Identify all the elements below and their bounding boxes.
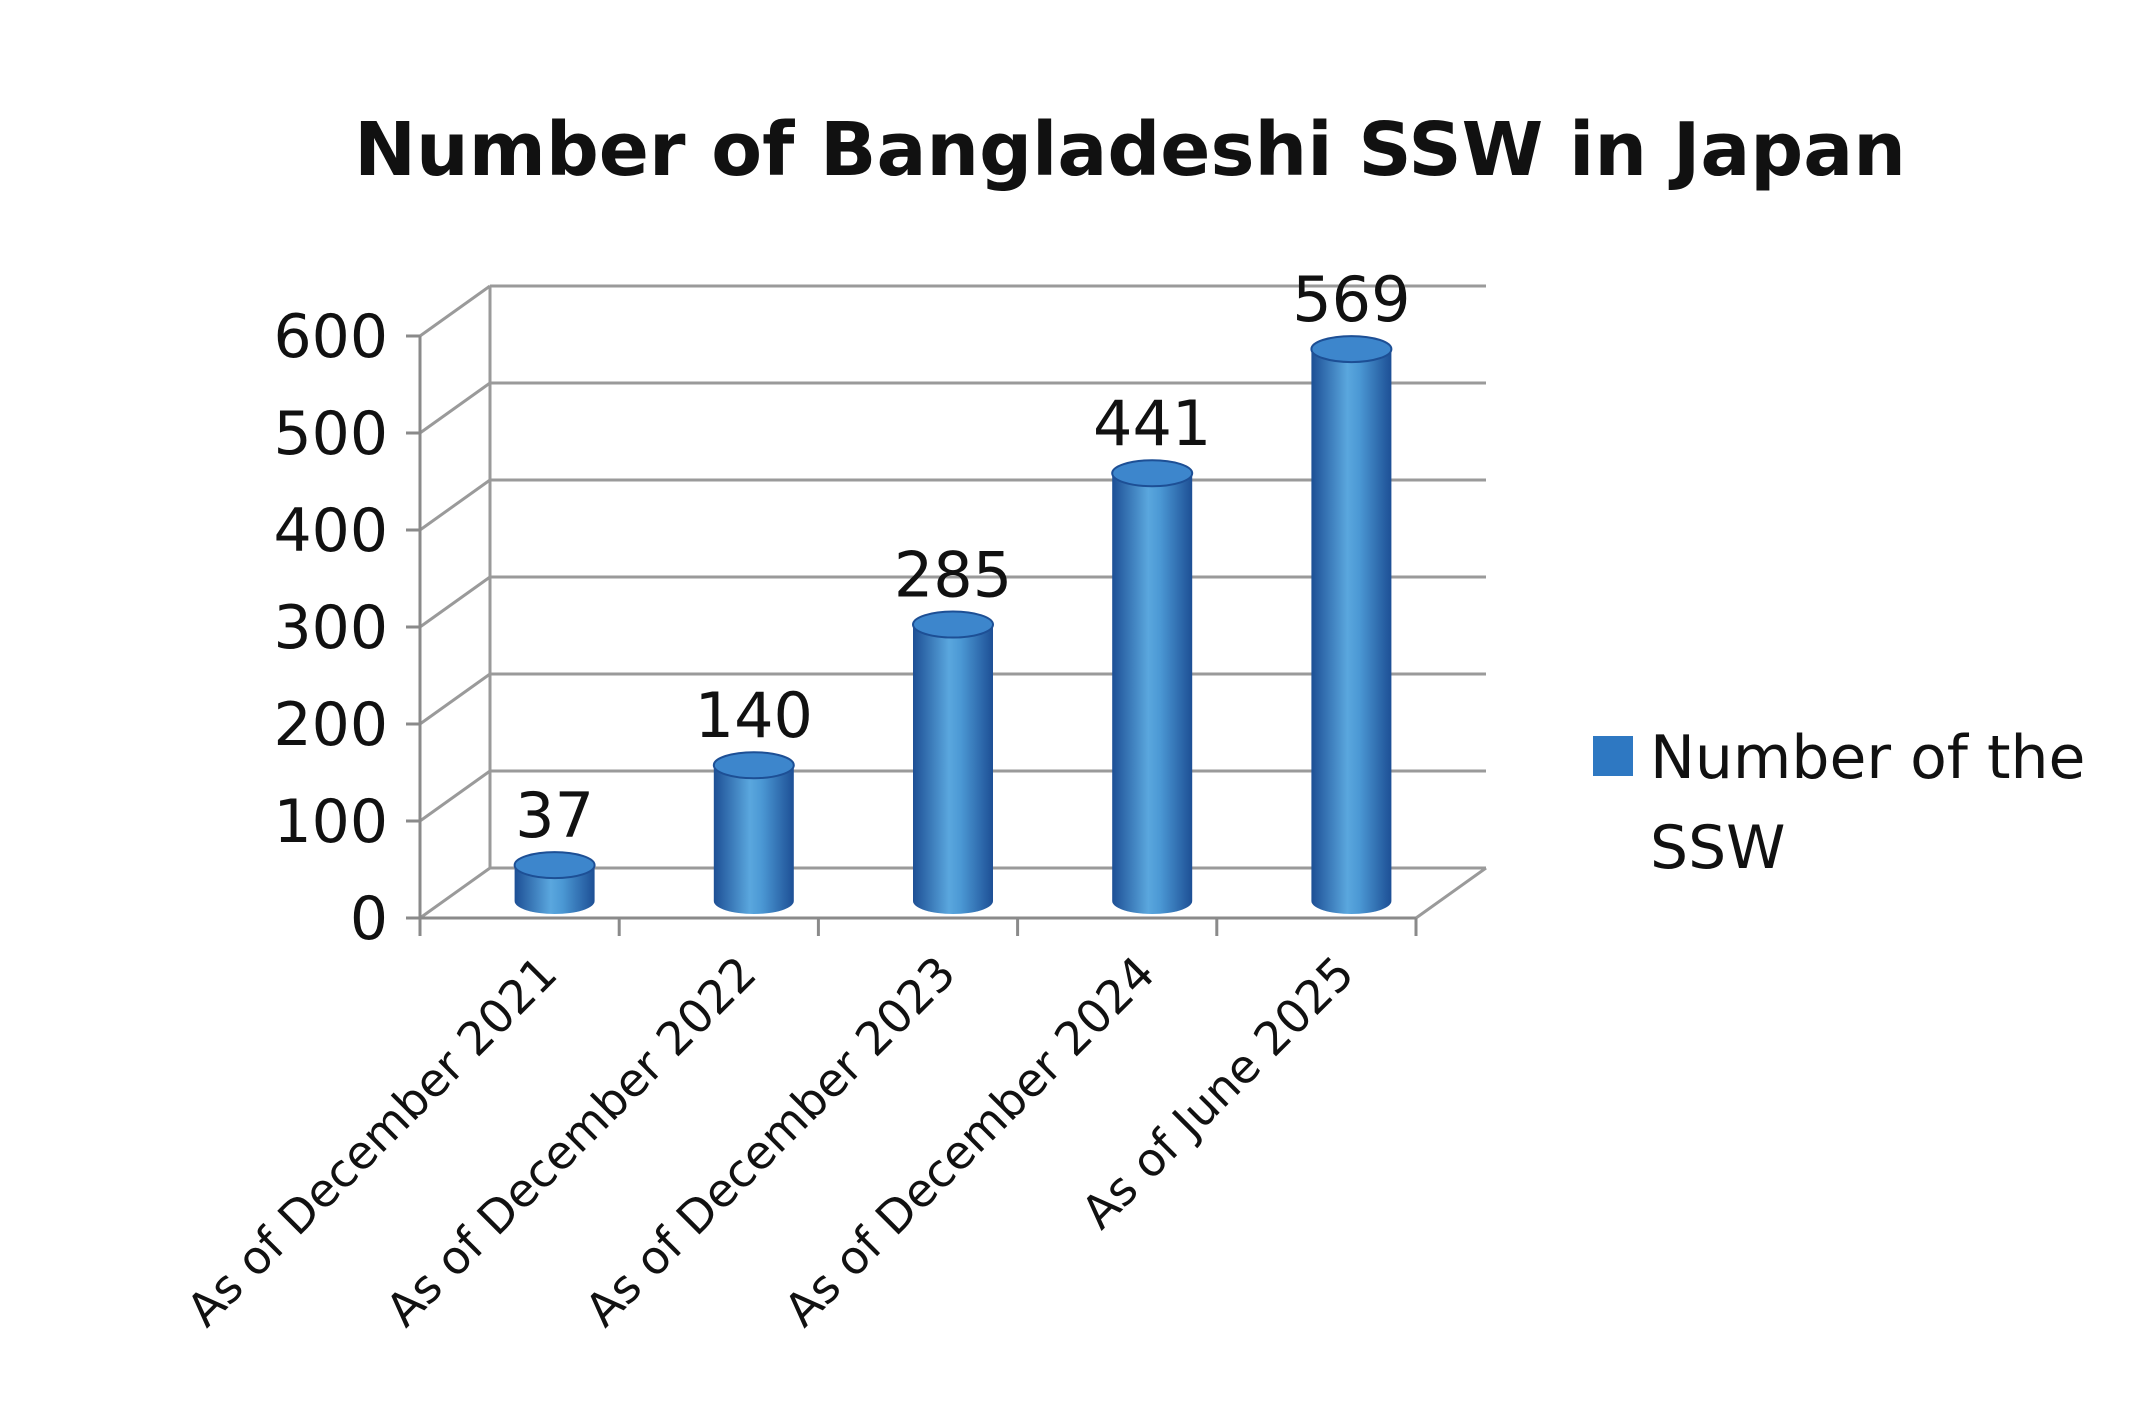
bar-body [713,765,794,914]
y-axis-tick-labels: 0 100 200 300 400 500 600 [273,302,388,954]
bar-body [1112,473,1193,914]
data-labels: 37 140 285 441 569 [515,263,1410,852]
x-category-label: As of December 2023 [575,946,966,1337]
bar-body [913,624,993,914]
data-label: 37 [515,779,594,852]
y-tick-label: 300 [273,593,388,663]
y-tick-label: 500 [273,399,388,469]
x-category-label: As of December 2022 [375,946,766,1337]
bar [912,610,994,914]
side-wall-gridline [419,478,491,532]
bar [1310,335,1393,914]
bar-top [912,610,994,639]
bar-body [1311,349,1392,914]
x-category-label: As of December 2021 [176,946,567,1337]
bar [513,851,596,914]
y-tick-label: 200 [273,690,388,760]
data-label: 441 [1093,387,1211,460]
bar-top [1310,335,1393,364]
y-tick-label: 400 [273,496,388,566]
y-tick-label: 600 [273,302,388,372]
bar-top [1111,459,1194,488]
legend: Number of the SSW [1593,723,2085,883]
data-label: 140 [695,679,813,752]
legend-label-line-1: Number of the [1650,723,2085,793]
axes [406,334,1418,936]
legend-label-line-2: SSW [1650,813,1786,883]
side-wall-gridline [419,575,491,629]
bar-top [712,751,795,780]
side-wall-gridline [419,284,491,338]
chart-title: Number of Bangladeshi SSW in Japan [354,107,1906,193]
x-category-label: As of December 2024 [774,946,1165,1337]
bar [1111,459,1194,914]
floor-left-edge [419,866,491,920]
side-wall-gridline [419,672,491,726]
y-tick-label: 0 [350,884,388,954]
bar-top [513,851,596,880]
side-wall-gridline [419,381,491,435]
floor-right-edge [1415,866,1487,920]
bars [513,335,1393,914]
y-tick-label: 100 [273,787,388,857]
side-wall-gridline [419,769,491,823]
data-label: 285 [894,539,1012,612]
legend-swatch [1593,736,1633,776]
bar [712,751,795,914]
data-label: 569 [1292,263,1410,336]
